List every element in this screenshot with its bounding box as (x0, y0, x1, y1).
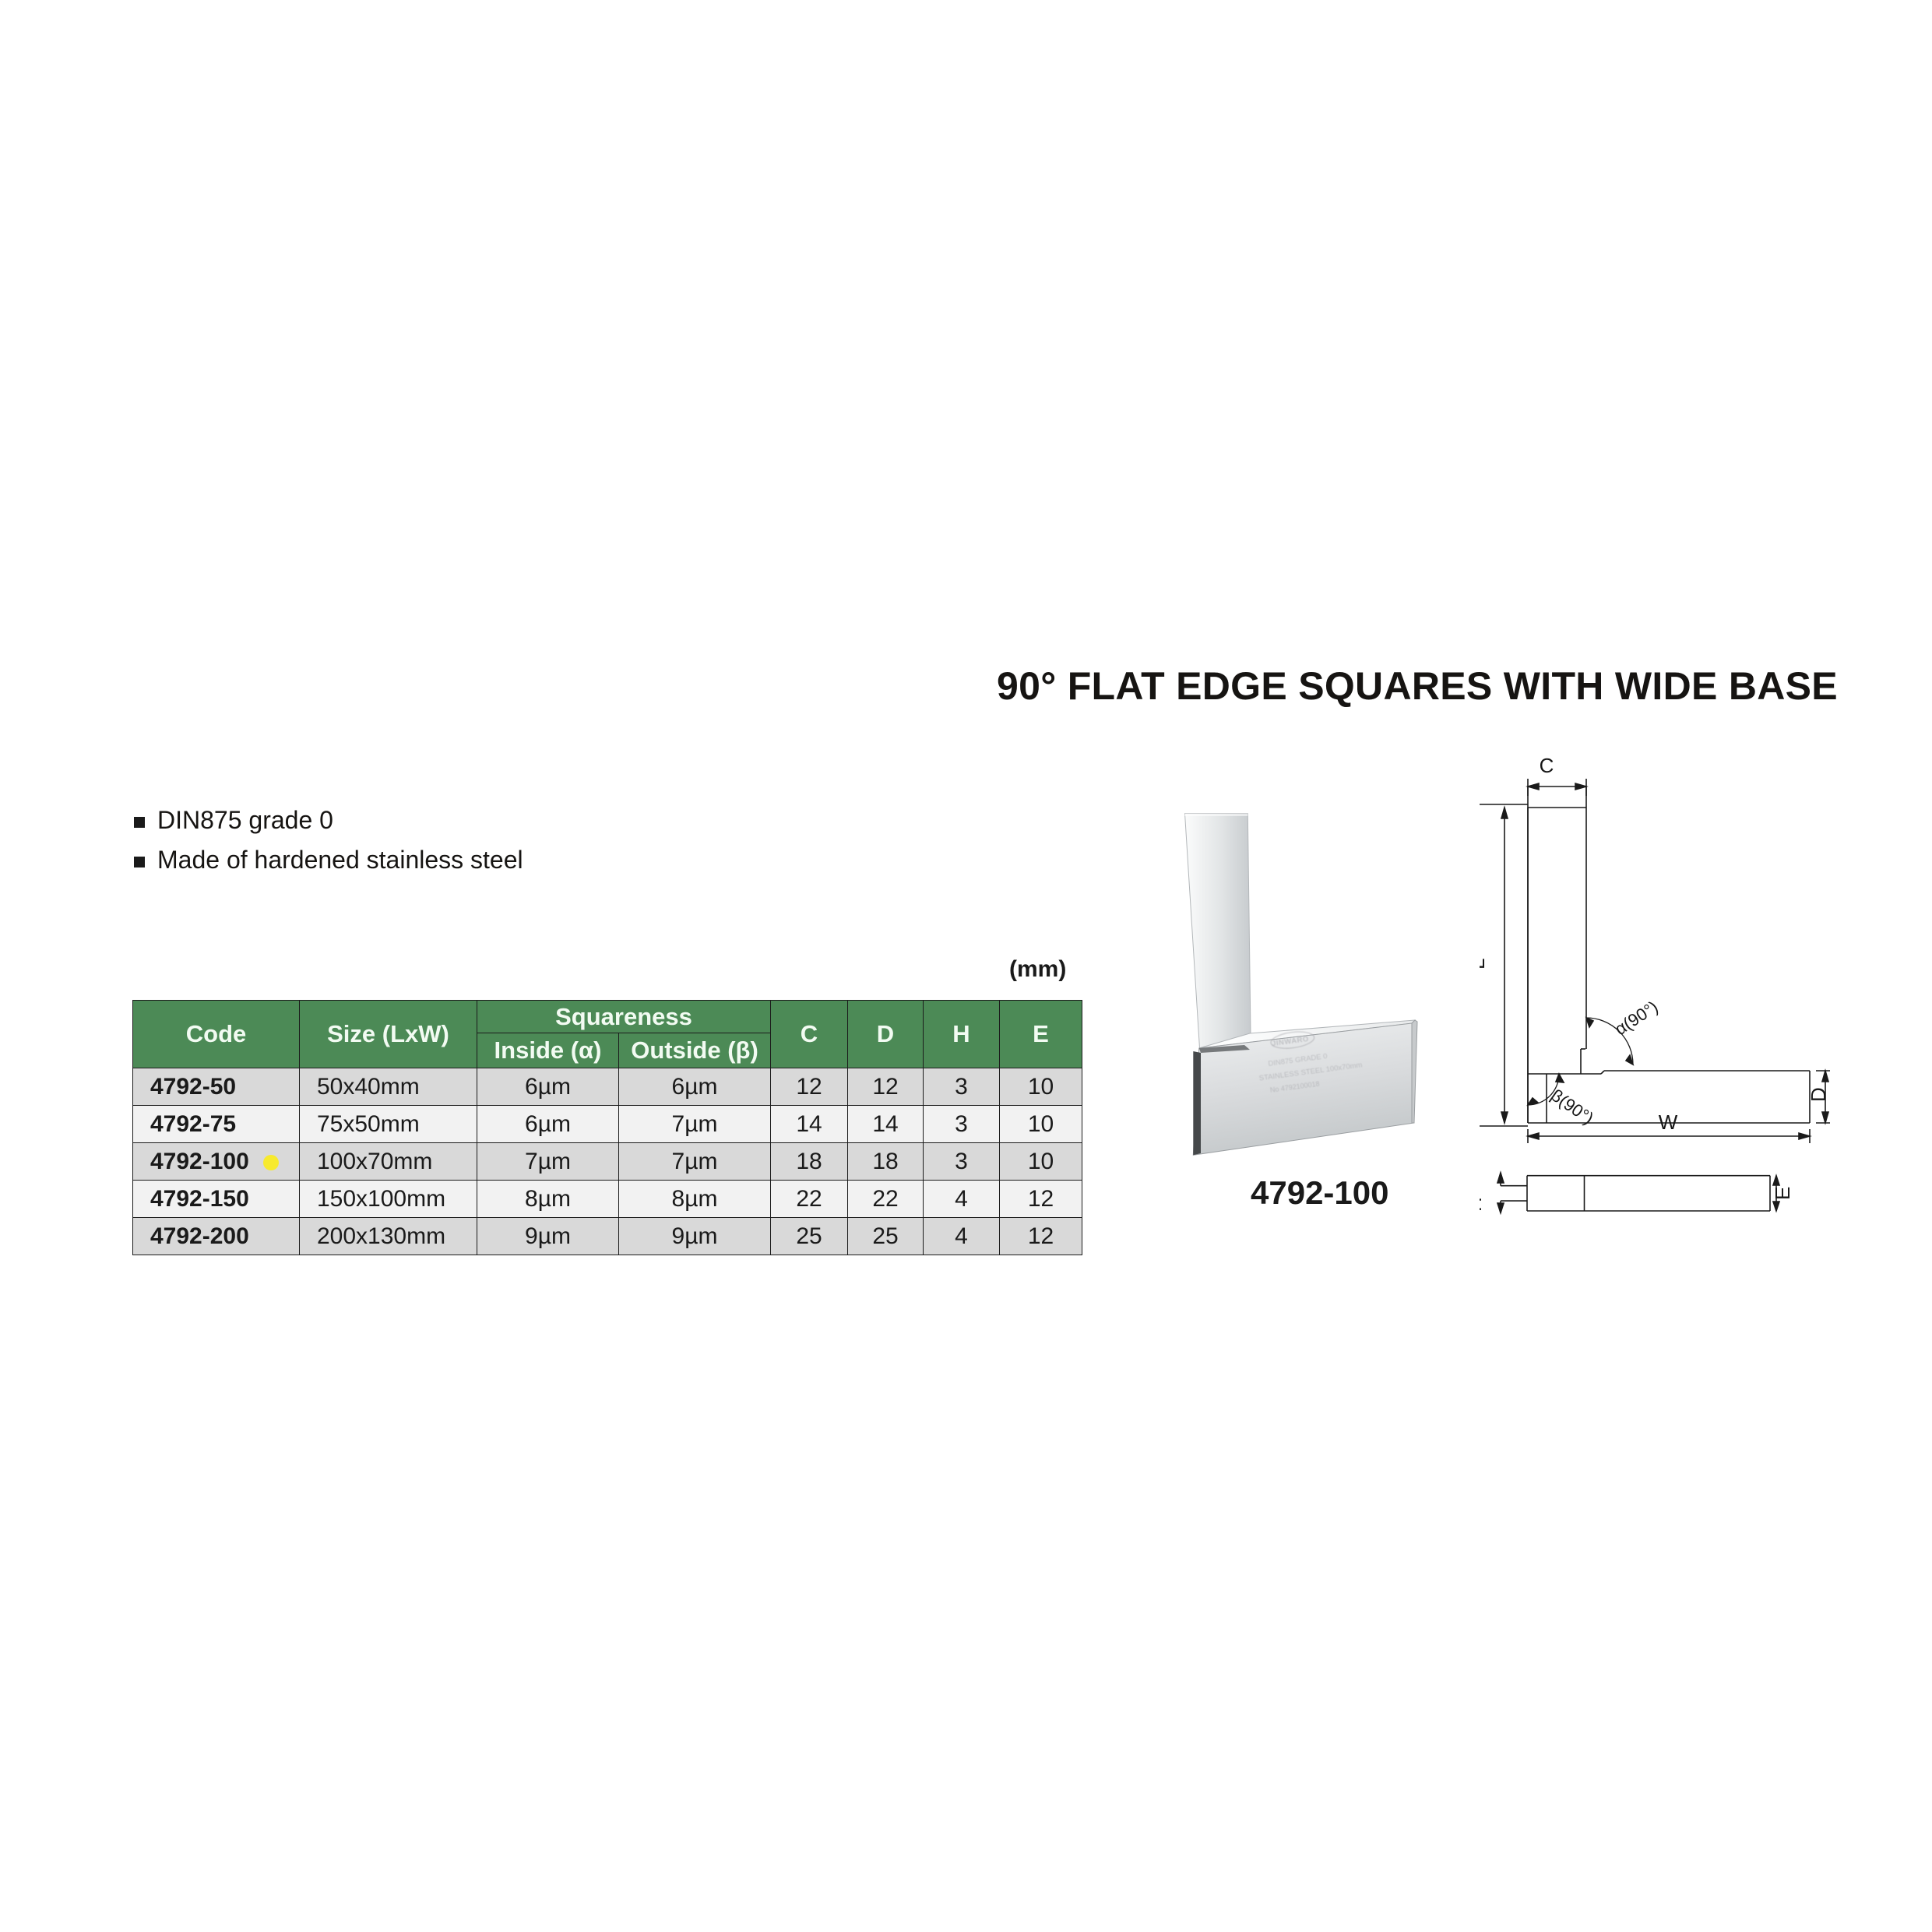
svg-text:C: C (1540, 754, 1554, 777)
svg-text:E: E (1771, 1187, 1794, 1200)
svg-text:L: L (1480, 959, 1489, 970)
svg-text:D: D (1807, 1087, 1830, 1102)
svg-text:β(90°): β(90°) (1547, 1086, 1597, 1128)
svg-text:W: W (1659, 1110, 1678, 1134)
svg-text:α(90°): α(90°) (1611, 997, 1661, 1039)
svg-text:H: H (1480, 1197, 1486, 1212)
